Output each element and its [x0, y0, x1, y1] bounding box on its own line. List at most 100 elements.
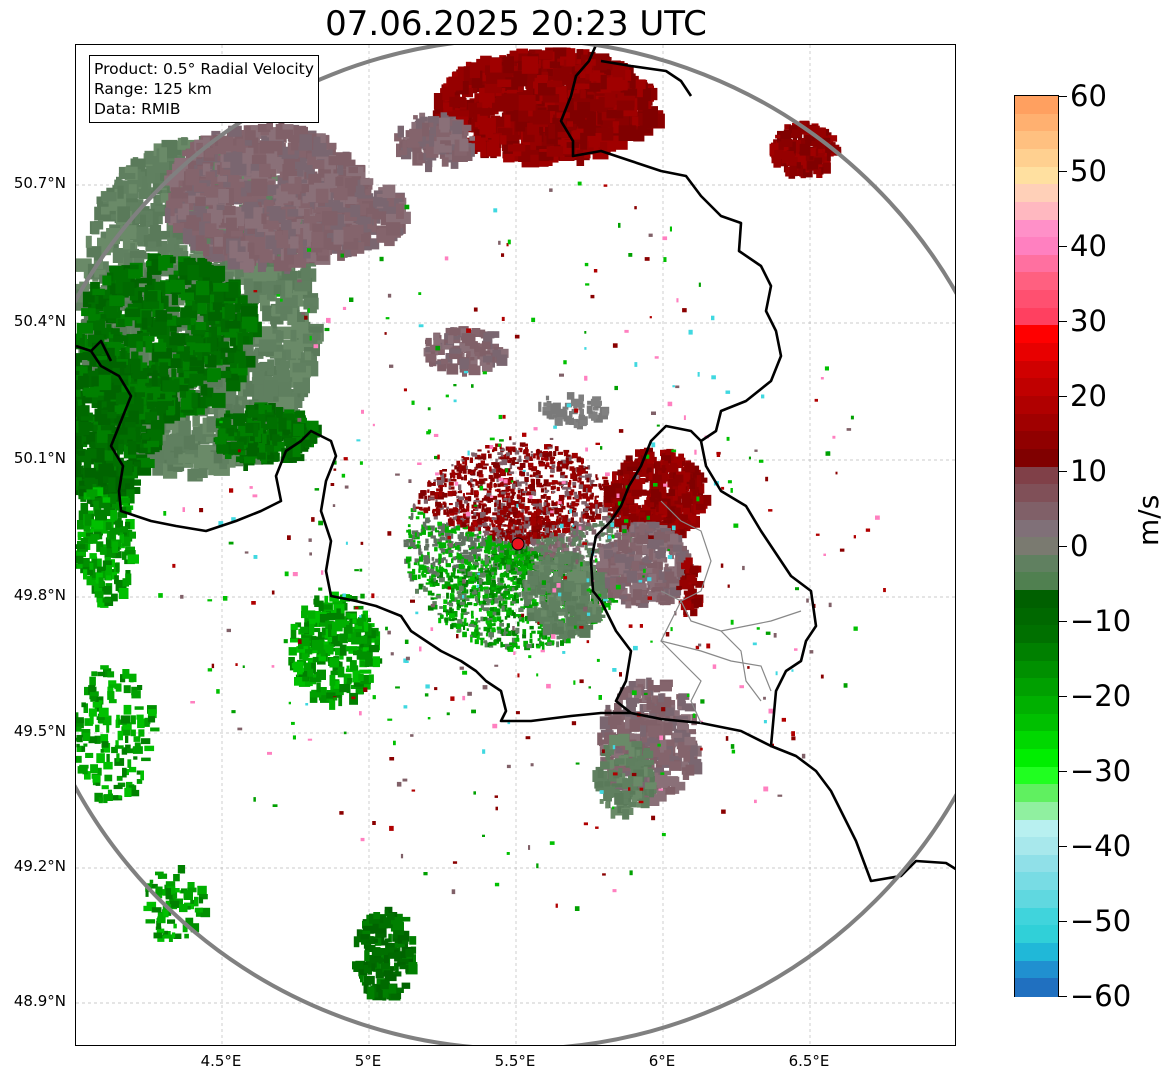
- border-belgium-france: [76, 344, 631, 723]
- colorbar-tick-label: −60: [1070, 979, 1132, 1013]
- echo-ne-dark-red: [769, 120, 842, 179]
- colorbar-tick: [1059, 996, 1067, 997]
- radar-site-marker: [511, 537, 525, 551]
- colorbar-segment: [1015, 907, 1058, 927]
- colorbar-segment: [1015, 854, 1058, 874]
- colorbar-segment: [1015, 713, 1058, 733]
- colorbar-tick: [1059, 696, 1067, 697]
- echo-se-gray-green: [592, 733, 657, 820]
- colorbar-segment: [1015, 978, 1058, 997]
- colorbar-segment: [1015, 360, 1058, 380]
- colorbar-segment: [1015, 201, 1058, 221]
- colorbar-tick-label: 40: [1070, 229, 1107, 263]
- lon-tick-label: 6.5°E: [788, 1052, 830, 1070]
- product-label: Product: 0.5° Radial Velocity: [94, 60, 314, 78]
- colorbar-segment: [1015, 643, 1058, 662]
- colorbar-segment: [1015, 184, 1058, 203]
- colorbar-segment: [1015, 925, 1058, 945]
- echo-speckles: [158, 181, 886, 911]
- colorbar-tick: [1059, 546, 1067, 547]
- echo-center-north-mauve: [423, 326, 509, 377]
- colorbar-segment: [1015, 307, 1058, 327]
- colorbar-segment: [1015, 378, 1058, 397]
- lon-tick-label: 4.5°E: [200, 1052, 242, 1070]
- colorbar-segment: [1015, 237, 1058, 256]
- colorbar-segment: [1015, 484, 1058, 503]
- colorbar-segment: [1015, 696, 1058, 715]
- colorbar-segment: [1015, 766, 1058, 786]
- colorbar-segment: [1015, 607, 1058, 627]
- lat-tick-label: 50.4°N: [13, 312, 66, 330]
- range-label: Range: 125 km: [94, 80, 212, 98]
- echo-east-gray-green: [521, 551, 608, 640]
- echo-east-red-streak: [676, 557, 705, 617]
- colorbar-tick: [1059, 621, 1067, 622]
- echo-west-green-3: [76, 487, 139, 608]
- colorbar-tick-label: 50: [1070, 154, 1107, 188]
- colorbar-segment: [1015, 837, 1058, 856]
- colorbar-segment: [1015, 325, 1058, 345]
- lat-tick-label: 49.5°N: [13, 722, 66, 740]
- colorbar-segment: [1015, 519, 1058, 539]
- colorbar-tick: [1059, 771, 1067, 772]
- lat-tick-label: 48.9°N: [13, 992, 66, 1010]
- echo-south-green: [352, 906, 418, 1001]
- echo-center-gray: [538, 392, 610, 430]
- colorbar-segment: [1015, 784, 1058, 803]
- echo-north-mauve-3: [394, 112, 475, 173]
- colorbar-segment: [1015, 131, 1058, 150]
- border-north: [600, 59, 693, 97]
- colorbar-tick-label: −20: [1070, 679, 1132, 713]
- colorbar-segment: [1015, 272, 1058, 292]
- colorbar-tick-label: 60: [1070, 79, 1107, 113]
- colorbar-unit-label: m/s: [1132, 494, 1165, 546]
- lon-tick-label: 5.5°E: [494, 1052, 536, 1070]
- colorbar-segment: [1015, 290, 1058, 309]
- colorbar-segment: [1015, 413, 1058, 433]
- echo-sw-green: [288, 591, 383, 710]
- colorbar-segment: [1015, 819, 1058, 839]
- colorbar-segment: [1015, 960, 1058, 980]
- colorbar-segment: [1015, 448, 1058, 468]
- colorbar-segment: [1015, 890, 1058, 909]
- colorbar-tick-label: 30: [1070, 304, 1107, 338]
- colorbar-segment: [1015, 872, 1058, 892]
- lon-tick-label: 5°E: [354, 1052, 382, 1070]
- colorbar-segment: [1015, 731, 1058, 750]
- colorbar-segment: [1015, 431, 1058, 450]
- colorbar-segment: [1015, 572, 1058, 592]
- lat-tick-label: 49.2°N: [13, 857, 66, 875]
- colorbar-tick-label: −30: [1070, 754, 1132, 788]
- district-border-4: [720, 630, 762, 702]
- border-lux-germany-france: [699, 440, 955, 883]
- colorbar-tick-label: −40: [1070, 829, 1132, 863]
- district-border-2: [660, 590, 772, 692]
- radar-map[interactable]: [75, 44, 956, 1046]
- lat-tick-label: 49.8°N: [13, 586, 66, 604]
- colorbar-segment: [1015, 943, 1058, 962]
- colorbar-tick-label: 0: [1070, 529, 1089, 563]
- echo-sw-green-2: [76, 665, 160, 804]
- district-border-3: [660, 640, 702, 724]
- map-title: 07.06.2025 20:23 UTC: [325, 4, 707, 44]
- colorbar-segment: [1015, 537, 1058, 556]
- lat-tick-label: 50.1°N: [13, 449, 66, 467]
- colorbar-tick-label: 20: [1070, 379, 1107, 413]
- colorbar-segment: [1015, 343, 1058, 362]
- velocity-colorbar: [1014, 95, 1059, 997]
- echo-north-mauve-2: [261, 173, 411, 261]
- colorbar-tick-label: 10: [1070, 454, 1107, 488]
- colorbar-segment: [1015, 166, 1058, 186]
- colorbar-segment: [1015, 501, 1058, 521]
- colorbar-tick: [1059, 471, 1067, 472]
- colorbar-tick: [1059, 921, 1067, 922]
- colorbar-tick: [1059, 171, 1067, 172]
- product-info-box: Product: 0.5° Radial Velocity Range: 125…: [89, 55, 319, 123]
- colorbar-segment: [1015, 466, 1058, 486]
- colorbar-segment: [1015, 625, 1058, 645]
- echo-east-dark-red: [602, 447, 712, 547]
- colorbar-tick: [1059, 846, 1067, 847]
- colorbar-tick: [1059, 96, 1067, 97]
- border-belgium-germany: [559, 45, 783, 443]
- colorbar-segment: [1015, 590, 1058, 609]
